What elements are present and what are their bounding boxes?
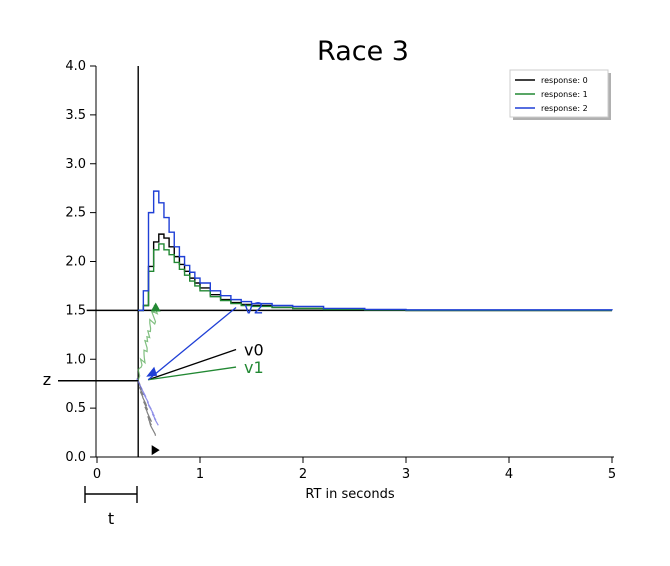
sample-paths xyxy=(136,302,161,456)
legend: response: 0 response: 1 response: 2 xyxy=(509,69,611,120)
legend-label: response: 1 xyxy=(541,90,588,99)
y-tick-label: 4.0 xyxy=(65,59,86,74)
t-indicator: t xyxy=(84,486,138,528)
x-axis-label: RT in seconds xyxy=(305,487,395,502)
chart-title: Race 3 xyxy=(317,36,409,67)
x-tick-label: 1 xyxy=(196,467,204,482)
response-1-marker xyxy=(150,302,161,312)
y-tick-label: 3.0 xyxy=(65,157,86,172)
y-tick-label: 2.5 xyxy=(65,206,86,221)
sample-path xyxy=(137,304,159,381)
y-tick-label: 0.5 xyxy=(65,401,86,416)
series-line-2 xyxy=(138,190,613,312)
v2-arrowhead xyxy=(146,366,158,377)
drift-label-v2: v2 xyxy=(244,298,264,317)
series-line-1 xyxy=(138,243,612,312)
legend-label: response: 2 xyxy=(541,104,588,113)
sample-path xyxy=(137,380,157,436)
z-label: z xyxy=(43,370,51,389)
drift-label-v1: v1 xyxy=(244,358,264,377)
sample-path xyxy=(136,378,159,426)
x-tick-label: 5 xyxy=(608,467,616,482)
y-axis: 0.0 0.5 1.0 1.5 2.0 2.5 3.0 3.5 4.0 xyxy=(65,59,96,465)
series-line-0 xyxy=(138,233,612,312)
x-axis: 0 1 2 3 4 5 xyxy=(93,457,616,482)
z-indicator: z xyxy=(43,370,139,389)
drift-label-v0: v0 xyxy=(244,340,264,359)
y-tick-label: 0.0 xyxy=(65,450,86,465)
legend-label: response: 0 xyxy=(541,76,588,85)
drift-vector-v1 xyxy=(148,366,237,381)
drift-vector-v0 xyxy=(147,348,237,381)
y-tick-label: 3.5 xyxy=(65,108,86,123)
drift-vector-v2 xyxy=(147,306,237,381)
y-tick-label: 1.0 xyxy=(65,352,86,367)
x-tick-label: 4 xyxy=(505,467,513,482)
x-tick-label: 0 xyxy=(93,467,101,482)
y-tick-label: 1.5 xyxy=(65,303,86,318)
y-tick-label: 2.0 xyxy=(65,255,86,270)
t-label: t xyxy=(108,509,114,528)
x-tick-label: 2 xyxy=(299,467,307,482)
response-0-marker xyxy=(151,445,160,456)
series-lines xyxy=(138,190,613,312)
x-tick-label: 3 xyxy=(402,467,410,482)
